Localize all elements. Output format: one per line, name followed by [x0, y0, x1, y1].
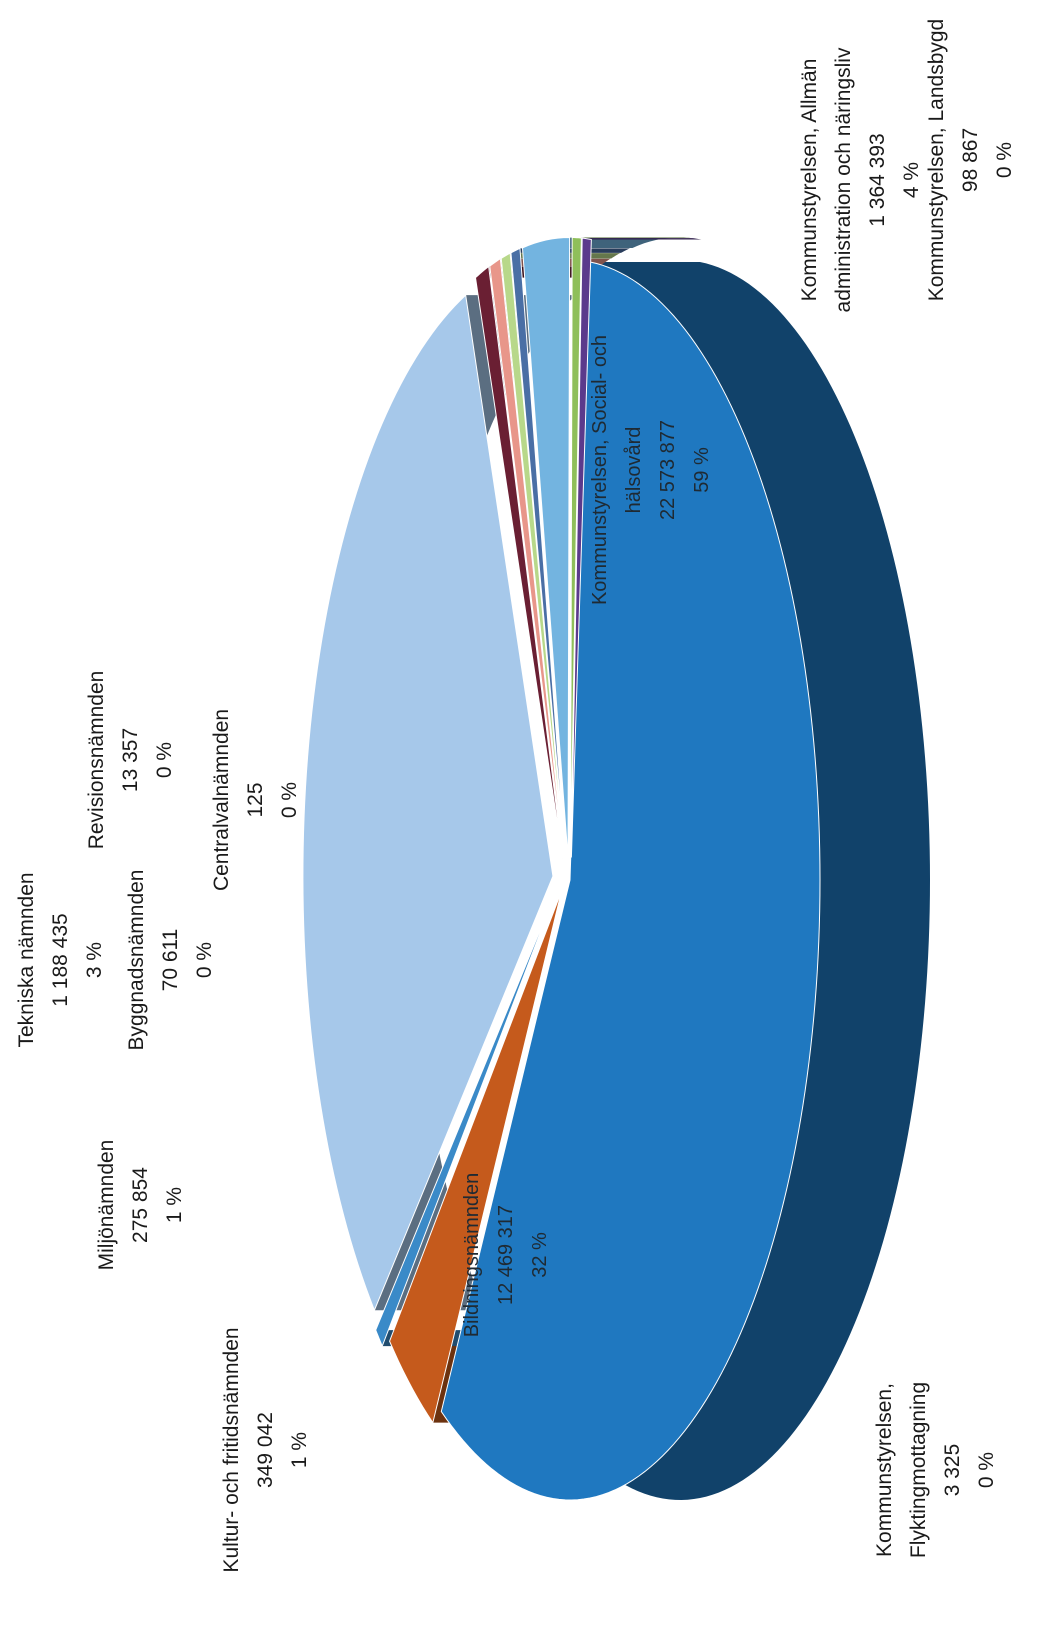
label-central-line: 0 %: [278, 782, 301, 818]
label-bildning: Bildningsnämnden 12 469 317 32 %: [461, 1173, 551, 1338]
label-bildning-line: 12 469 317: [495, 1205, 517, 1305]
label-bildning-line: Bildningsnämnden: [461, 1173, 483, 1338]
pie-slice: Bildningsnämnden: [302, 294, 554, 1312]
pie-slices: Kommunstyrelsen, Social- och hälsovårdKo…: [302, 237, 930, 1501]
pie-slice: Kommunstyrelsen, Social- och hälsovård: [440, 261, 821, 1501]
label-allman-line: 1 364 393: [866, 133, 889, 226]
label-kultur-line: 349 042: [254, 1412, 277, 1488]
label-allman-line: 4 %: [900, 162, 923, 198]
label-landsbygd: Kommunstyrelsen, Landsbygd 98 867 0 %: [925, 19, 1016, 302]
label-tekniska-line: Tekniska nämnden: [15, 872, 38, 1047]
pie-slice: Kommunstyrelsen, Landsbygd: [570, 237, 582, 858]
label-social: Kommunstyrelsen, Social- och hälsovård 22 …: [589, 335, 713, 605]
pie-slice-side: [572, 237, 692, 239]
pie-slice-side: [441, 261, 930, 1500]
label-revision-line: 13 357: [119, 728, 142, 792]
label-central-line: Centralvalnämnden: [210, 709, 233, 891]
label-allman-line: Kommunstyrelsen, Allmän: [798, 59, 821, 302]
label-miljo-line: 275 854: [129, 1167, 152, 1243]
label-allman-line: administration och näringsliv: [832, 47, 855, 312]
pie-slice: Centralvalnämnden: [570, 237, 592, 858]
label-flykting-line: 3 325: [941, 1444, 964, 1497]
pie-slice: Byggnadsnämnden: [500, 252, 566, 859]
pie-slice: Kommunstyrelsen, Allmän administration o…: [389, 890, 563, 1424]
label-social-line: hälsovård: [623, 427, 645, 514]
label-flykting-line: Kommunstyrelsen,: [873, 1383, 896, 1557]
label-bildning-line: 32 %: [529, 1232, 551, 1278]
label-miljo: Miljönämnden 275 854 1 %: [95, 1140, 186, 1271]
label-revision-line: 0 %: [153, 742, 176, 778]
label-social-line: Kommunstyrelsen, Social- och: [589, 335, 611, 605]
label-flykting-line: 0 %: [975, 1452, 998, 1488]
label-flykting: Kommunstyrelsen, Flyktingmottagning 3 325 0…: [873, 1382, 998, 1558]
label-social-line: 59 %: [691, 447, 713, 493]
label-kultur-line: Kultur- och fritidsnämnden: [220, 1327, 243, 1572]
label-kultur: Kultur- och fritidsnämnden 349 042 1 %: [220, 1327, 311, 1572]
pie-slice: Kommunstyrelsen, Flyktingmottagning: [375, 895, 555, 1348]
label-landsbygd-line: Kommunstyrelsen, Landsbygd: [925, 19, 948, 302]
label-central-line: 125: [244, 782, 267, 817]
label-bygg-line: 0 %: [193, 942, 216, 978]
label-bygg: Byggnadsnämnden 70 611 0 %: [125, 870, 216, 1051]
label-miljo-line: 1 %: [163, 1187, 186, 1223]
label-central: Centralvalnämnden 125 0 %: [210, 709, 301, 891]
label-social-line: 22 573 877: [657, 420, 679, 520]
label-bygg-line: 70 611: [159, 929, 182, 992]
pie-slice-side: [582, 238, 702, 240]
label-tekniska-line: 1 188 435: [49, 913, 72, 1006]
label-miljo-line: Miljönämnden: [95, 1140, 118, 1271]
pie-slice: Miljönämnden: [489, 257, 565, 859]
label-revision: Revisionsnämnden 13 357 0 %: [85, 671, 176, 850]
pie-slice: Kultur- och fritidsnämnden: [474, 265, 564, 859]
label-revision-line: Revisionsnämnden: [85, 671, 108, 850]
pie-slice: Tekniska nämnden: [521, 237, 571, 858]
label-tekniska-line: 3 %: [83, 942, 106, 978]
label-landsbygd-line: 98 867: [959, 128, 982, 192]
label-kultur-line: 1 %: [288, 1432, 311, 1468]
pie-slice: Revisionsnämnden: [510, 247, 566, 859]
label-bygg-line: Byggnadsnämnden: [125, 870, 148, 1051]
label-flykting-line: Flyktingmottagning: [907, 1382, 930, 1558]
label-landsbygd-line: 0 %: [993, 142, 1016, 178]
label-allman: Kommunstyrelsen, Allmän administration oc…: [798, 47, 923, 312]
label-tekniska: Tekniska nämnden 1 188 435 3 %: [15, 872, 106, 1047]
pie-labels: Kommunstyrelsen, Social- och hälsovård 22 …: [15, 19, 1016, 1573]
